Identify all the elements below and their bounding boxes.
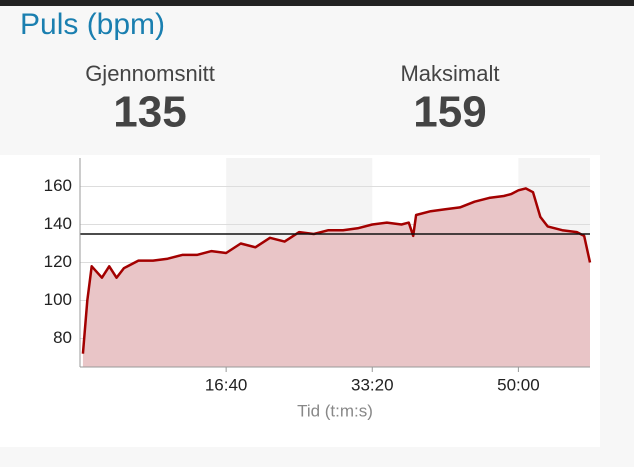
area [82,188,590,367]
stat-value: 135 [113,88,186,137]
stat-label: Gjennomsnitt [85,61,215,86]
y-tick-label: 100 [44,290,72,309]
y-tick-label: 140 [44,214,72,233]
top-bar [0,0,634,6]
y-tick-label: 80 [53,328,72,347]
x-tick-label: 50:00 [497,375,540,394]
x-tick-label: 33:20 [351,375,394,394]
stat-value: 159 [413,88,486,137]
x-tick-label: 16:40 [205,375,248,394]
x-axis-title: Tid (t:m:s) [297,401,373,420]
line [81,187,592,354]
stat-label: Maksimalt [400,61,499,86]
y-tick-label: 120 [44,252,72,271]
title: Puls (bpm) [20,8,165,41]
y-tick-label: 160 [44,176,72,195]
